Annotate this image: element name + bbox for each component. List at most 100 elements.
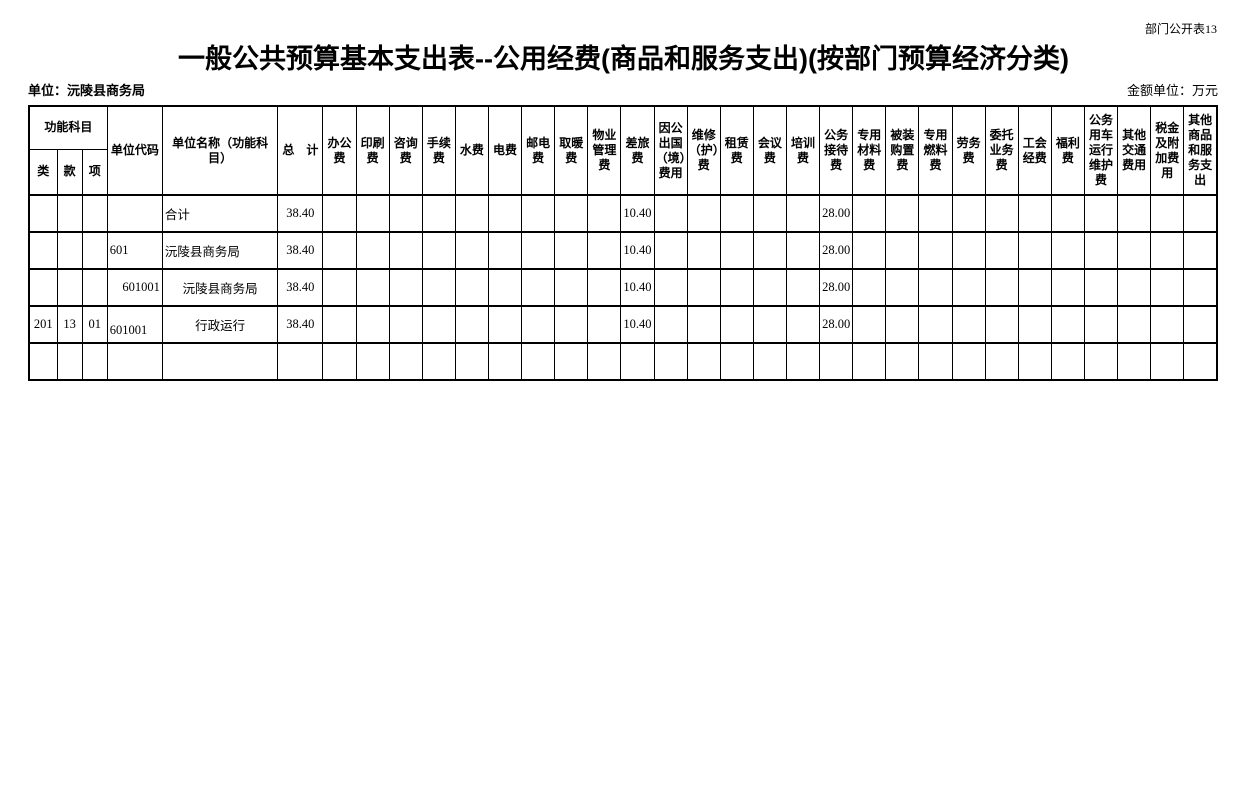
header-expense-col: 咨询费 (388, 105, 423, 196)
cell-expense (421, 194, 456, 233)
cell-expense (322, 231, 357, 270)
table-row: 601001 沅陵县商务局 38.40 10.40 28.00 (28, 268, 1218, 307)
table-body: 合计 38.40 10.40 28.00 601 沅陵县商务局 38.40 10.40 28.0… (28, 194, 1218, 381)
cell-expense (819, 342, 854, 381)
cell-expense (421, 342, 456, 381)
cell-expense (487, 231, 523, 270)
budget-table: 功能科目 单位代码 单位名称（功能科目） 总 计 办公费 印刷费 咨询费 手续费 水费电… (28, 105, 1218, 381)
cell-expense (587, 231, 622, 270)
cell-expense (918, 231, 953, 270)
cell-expense (653, 194, 688, 233)
cell-unit-name: 合计 (161, 194, 279, 233)
cell-expense (388, 305, 423, 344)
cell-unit-name: 行政运行 (161, 305, 279, 344)
cell-expense (852, 342, 887, 381)
cell-total: 38.40 (277, 231, 324, 270)
cell-expense (686, 305, 721, 344)
cell-expense (984, 194, 1019, 233)
header-expense-col: 培训费 (785, 105, 821, 196)
cell-expense (984, 268, 1019, 307)
cell-expense: 10.40 (620, 231, 655, 270)
cell-expense (1083, 342, 1119, 381)
cell-expense (322, 268, 357, 307)
cell-expense (487, 194, 523, 233)
cell-expense (322, 305, 357, 344)
cell-expense (719, 268, 754, 307)
unit-label: 单位：沅陵县商务局 (28, 83, 146, 98)
cell-expense (554, 305, 589, 344)
header-expense-col: 租赁费 (719, 105, 754, 196)
header-expense-col: 因公出国（境）费用 (653, 105, 688, 196)
header-expense-col: 专用燃料费 (918, 105, 953, 196)
cell-expense (1017, 305, 1052, 344)
cell-expense (1117, 194, 1152, 233)
table-row: 合计 38.40 10.40 28.00 (28, 194, 1218, 233)
header-expense-col: 会议费 (752, 105, 787, 196)
cell-expense (355, 268, 390, 307)
cell-expense: 10.40 (620, 194, 655, 233)
meta-row: 单位：沅陵县商务局 金额单位：万元 (28, 80, 1218, 99)
cell-expense (1050, 342, 1085, 381)
cell-expense (686, 231, 721, 270)
cell-expense: 28.00 (819, 268, 854, 307)
cell-expense (752, 342, 787, 381)
cell-expense (355, 231, 390, 270)
cell-expense (918, 194, 953, 233)
cell-expense (388, 342, 423, 381)
cell-expense (885, 342, 920, 381)
header-row-top: 功能科目 单位代码 单位名称（功能科目） 总 计 办公费 印刷费 咨询费 手续费 水费电… (28, 105, 1218, 196)
cell-expense (852, 305, 887, 344)
header-expense-col: 被装购置费 (885, 105, 920, 196)
cell-expense (1017, 342, 1052, 381)
cell-expense (388, 231, 423, 270)
cell-expense (587, 194, 622, 233)
header-expense-col: 维修（护）费 (686, 105, 721, 196)
cell-expense (885, 231, 920, 270)
cell-expense (355, 305, 390, 344)
header-expense-col: 取暖费 (554, 105, 589, 196)
cell-expense (852, 231, 887, 270)
table-row: 601 沅陵县商务局 38.40 10.40 28.00 (28, 231, 1218, 270)
header-func-section: 款 (56, 148, 83, 196)
cell-expense (1050, 268, 1085, 307)
cell-expense (421, 268, 456, 307)
table-row (28, 342, 1218, 381)
cell-func-item (81, 342, 108, 381)
cell-expense (521, 194, 556, 233)
cell-expense: 28.00 (819, 194, 854, 233)
cell-expense (785, 305, 821, 344)
cell-func-section (56, 194, 83, 233)
cell-expense (1083, 231, 1119, 270)
cell-expense (1150, 305, 1185, 344)
header-expense-col: 税金及附加费用 (1150, 105, 1185, 196)
cell-expense (322, 194, 357, 233)
cell-expense (554, 194, 589, 233)
header-expense-col: 邮电费 (521, 105, 556, 196)
header-expense-col: 手续费 (421, 105, 456, 196)
cell-expense (984, 231, 1019, 270)
cell-expense (554, 231, 589, 270)
header-expense-col: 其他交通费用 (1117, 105, 1152, 196)
cell-expense (785, 194, 821, 233)
cell-expense (752, 268, 787, 307)
cell-expense (521, 231, 556, 270)
cell-func-class (28, 231, 58, 270)
cell-total: 38.40 (277, 305, 324, 344)
cell-expense (1183, 305, 1218, 344)
cell-expense (1050, 231, 1085, 270)
cell-expense (1183, 268, 1218, 307)
cell-expense (454, 305, 489, 344)
cell-expense (719, 231, 754, 270)
table-row: 201 13 01 601001 行政运行 38.40 10.40 28.00 (28, 305, 1218, 344)
cell-expense (620, 342, 655, 381)
page-title: 一般公共预算基本支出表--公用经费(商品和服务支出)(按部门预算经济分类) (178, 44, 1069, 74)
cell-expense (1150, 231, 1185, 270)
cell-expense (322, 342, 357, 381)
cell-func-section: 13 (56, 305, 83, 344)
cell-expense (421, 231, 456, 270)
cell-expense: 28.00 (819, 231, 854, 270)
cell-expense (653, 305, 688, 344)
cell-expense (1117, 231, 1152, 270)
header-expense-col: 福利费 (1050, 105, 1085, 196)
cell-expense (454, 342, 489, 381)
